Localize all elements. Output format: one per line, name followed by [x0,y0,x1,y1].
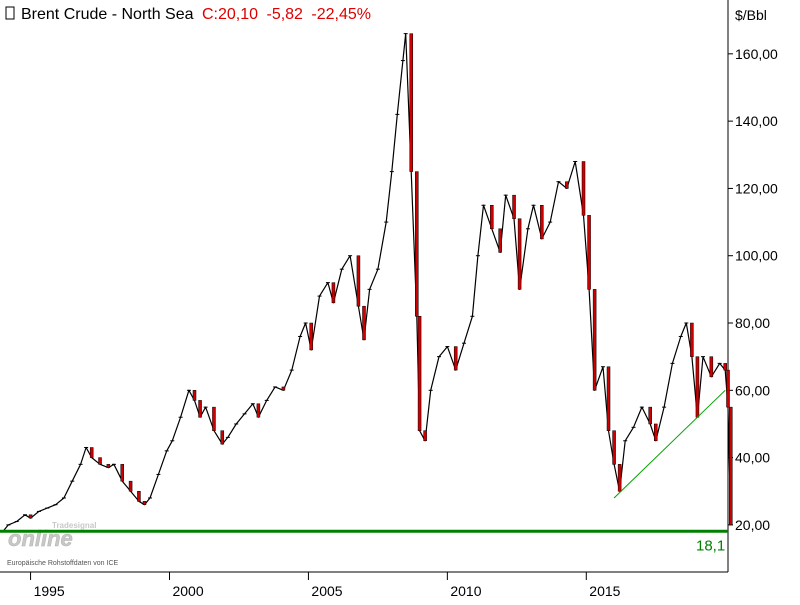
data-source-note: Europäische Rohstoffdaten von ICE [7,560,118,567]
price-bar-down [695,356,700,418]
price-bar-down [565,181,569,189]
price-bar-down [309,322,313,351]
price-bar-down [120,464,125,482]
price-bar-down [587,215,591,290]
price-bar-down [256,403,261,418]
instrument-name: Brent Crude - North Sea [21,6,194,23]
y-tick-label: 140,00 [735,113,778,129]
price-bar-down [606,366,611,431]
price-bar-down [137,490,141,502]
price-bar-down [729,406,733,526]
price-bar-down [417,316,422,431]
price-bar-down [28,514,33,519]
x-tick-label: 2000 [172,583,203,599]
watermark-brand-main: online [8,526,73,551]
price-bar-down [723,363,727,371]
price-bar-down [726,369,730,408]
price-bar-down [690,322,694,357]
chart-header: Brent Crude - North Sea C:20,10 -5,82 -2… [5,6,371,23]
y-tick-label: 160,00 [735,46,778,62]
price-bar-down [617,464,622,492]
price-bar-down [517,218,522,290]
trendline [613,389,726,499]
y-tick-label: 20,00 [735,517,770,533]
price-bar-down [540,204,544,240]
price-bar-down [142,501,147,505]
price-bar-down [98,457,102,465]
y-tick-label: 40,00 [735,450,770,466]
price-bar-down [106,464,111,468]
price-bar-down [581,161,586,216]
price-bar-down [490,204,494,230]
price-bar-down [512,194,516,219]
price-bar-down [212,406,216,431]
svg-text:Brent Crude - North Sea: Brent Crude - North Sea C:20,10 -5,82 -2… [21,6,371,23]
price-bar-down [356,255,361,307]
price-bar-down [331,282,336,304]
change-percent: -22,45% [311,6,371,23]
price-bar-down [89,447,94,458]
price-bar-down [453,346,458,371]
y-tick-label: 100,00 [735,248,778,264]
price-bar-down [409,33,413,172]
close-value: C:20,10 [202,6,258,23]
price-bar-down [415,171,419,317]
price-bar-down [423,430,427,442]
price-bar-down [498,228,502,253]
price-bar-down [612,430,616,465]
support-label: 18,1 [696,537,725,554]
price-bar-down [198,400,202,418]
x-tick-label: 1995 [34,583,65,599]
watermark-brand-small: Tradesignal [52,521,96,530]
price-bar-down [592,289,597,391]
change-value: -5,82 [266,6,303,23]
price-bar-down [281,386,286,391]
price-bar-down [192,390,197,401]
price-bar-down [648,406,652,425]
x-tick-label: 2015 [589,583,620,599]
price-bar-down [220,430,225,445]
price-bar-down [709,356,714,378]
y-tick-label: 120,00 [735,180,778,196]
y-tick-label: 60,00 [735,382,770,398]
price-bar-down [654,423,658,442]
header-icon [5,6,15,20]
y-tick-label: 80,00 [735,315,770,331]
x-tick-label: 2010 [450,583,481,599]
x-tick-label: 2005 [311,583,342,599]
price-bar-down [362,305,366,341]
price-bar-down [128,480,133,492]
y-axis-unit: $/Bbl [735,7,767,23]
